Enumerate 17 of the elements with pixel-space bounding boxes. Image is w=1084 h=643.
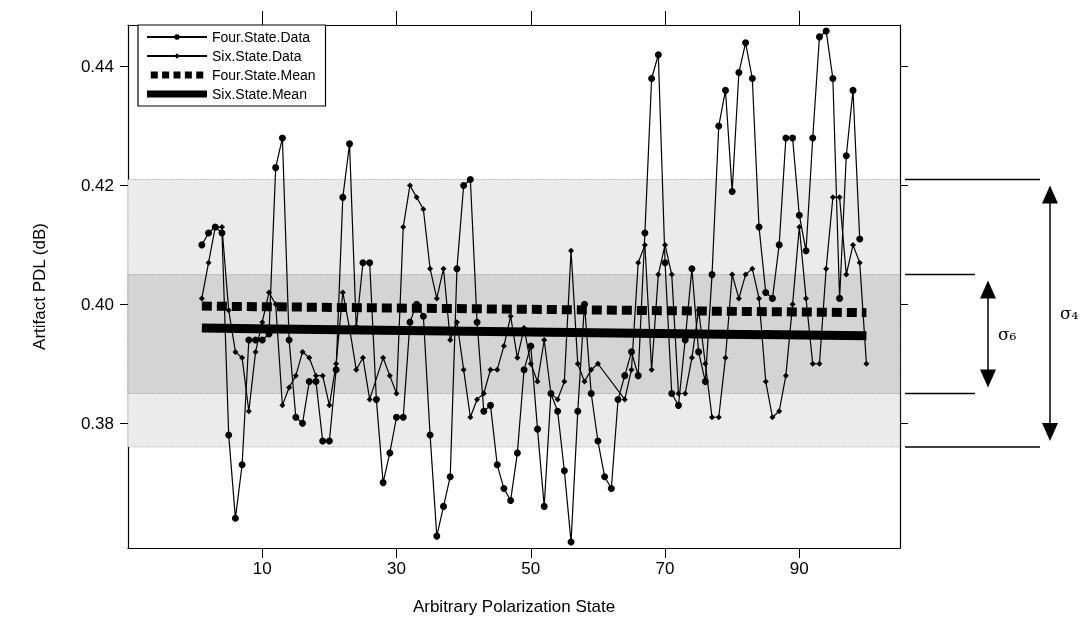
x-tick-label: 70 xyxy=(655,559,675,578)
y-tick-label: 0.40 xyxy=(80,294,114,314)
legend-label: Four.State.Mean xyxy=(212,67,316,83)
legend-label: Six.State.Data xyxy=(212,48,302,64)
y-axis-title: Artifact PDL (dB) xyxy=(30,223,49,350)
x-axis-title: Arbitrary Polarization State xyxy=(412,597,616,616)
text: σ₆ xyxy=(998,324,1017,345)
x-tick-label: 10 xyxy=(252,559,272,578)
text: σ₄ xyxy=(1060,303,1079,324)
x-tick-label: 90 xyxy=(789,559,809,578)
x-tick-label: 30 xyxy=(387,559,406,578)
legend-label: Four.State.Data xyxy=(212,29,311,45)
y-tick-label: 0.44 xyxy=(80,57,114,77)
y-tick-label: 0.38 xyxy=(80,413,114,433)
legend-label: Six.State.Mean xyxy=(212,86,307,102)
x-tick-label: 50 xyxy=(521,559,541,578)
y-tick-label: 0.42 xyxy=(80,175,114,195)
